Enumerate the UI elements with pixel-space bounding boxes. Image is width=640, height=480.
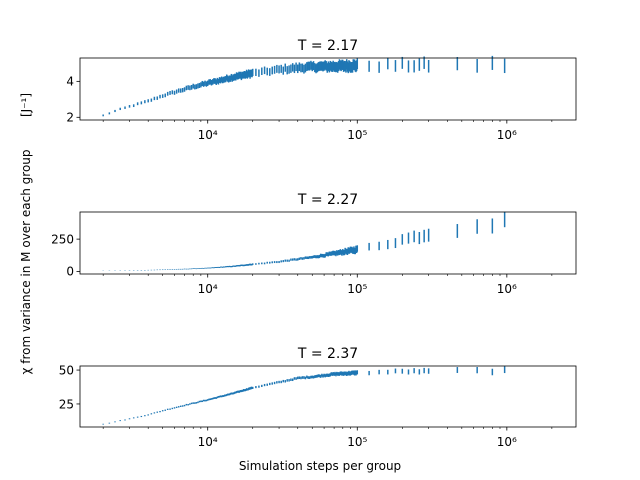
x-tick-label: 10⁶ xyxy=(497,128,517,142)
x-tick-label: 10⁶ xyxy=(497,435,517,449)
x-tick-label: 10⁴ xyxy=(198,128,218,142)
panel-3: T = 2.37 10⁴ 10⁵ 10⁶ 25 50 xyxy=(59,346,577,449)
x-tick-label: 10⁵ xyxy=(347,435,367,449)
panel-title: T = 2.37 xyxy=(297,346,358,362)
panel-2: T = 2.27 10⁴ 10⁵ 10⁶ 0 250 xyxy=(51,192,577,296)
plot-frame xyxy=(79,365,577,428)
panels: T = 2.17 10⁴ 10⁵ 10⁶ 2 4 T = 2.27 10⁴ 10⁵ 10⁶ 0 250… xyxy=(51,38,577,449)
y-tick-label: 2 xyxy=(66,111,74,125)
plot-frame xyxy=(79,211,577,275)
y-axis-unit-label: [J⁻¹] xyxy=(19,93,33,117)
y-tick-label: 25 xyxy=(59,397,74,411)
y-tick-label: 4 xyxy=(66,75,74,89)
errorbar-series xyxy=(102,55,506,117)
panel-title: T = 2.17 xyxy=(297,38,358,54)
y-axis-label: χ from variance in M over each group xyxy=(19,149,33,374)
errorbar-series xyxy=(102,211,506,271)
panel-title: T = 2.27 xyxy=(297,192,358,208)
y-tick-label: 250 xyxy=(51,232,74,246)
x-tick-label: 10⁵ xyxy=(347,282,367,296)
plot-frame xyxy=(79,57,577,121)
x-tick-label: 10⁶ xyxy=(497,282,517,296)
x-tick-label: 10⁴ xyxy=(198,282,218,296)
x-axis-label: Simulation steps per group xyxy=(239,459,401,473)
x-tick-label: 10⁵ xyxy=(347,128,367,142)
y-tick-label: 0 xyxy=(66,265,74,279)
panel-1: T = 2.17 10⁴ 10⁵ 10⁶ 2 4 xyxy=(66,38,577,142)
x-tick-label: 10⁴ xyxy=(198,435,218,449)
y-tick-label: 50 xyxy=(59,363,74,377)
errorbar-series xyxy=(102,366,506,425)
